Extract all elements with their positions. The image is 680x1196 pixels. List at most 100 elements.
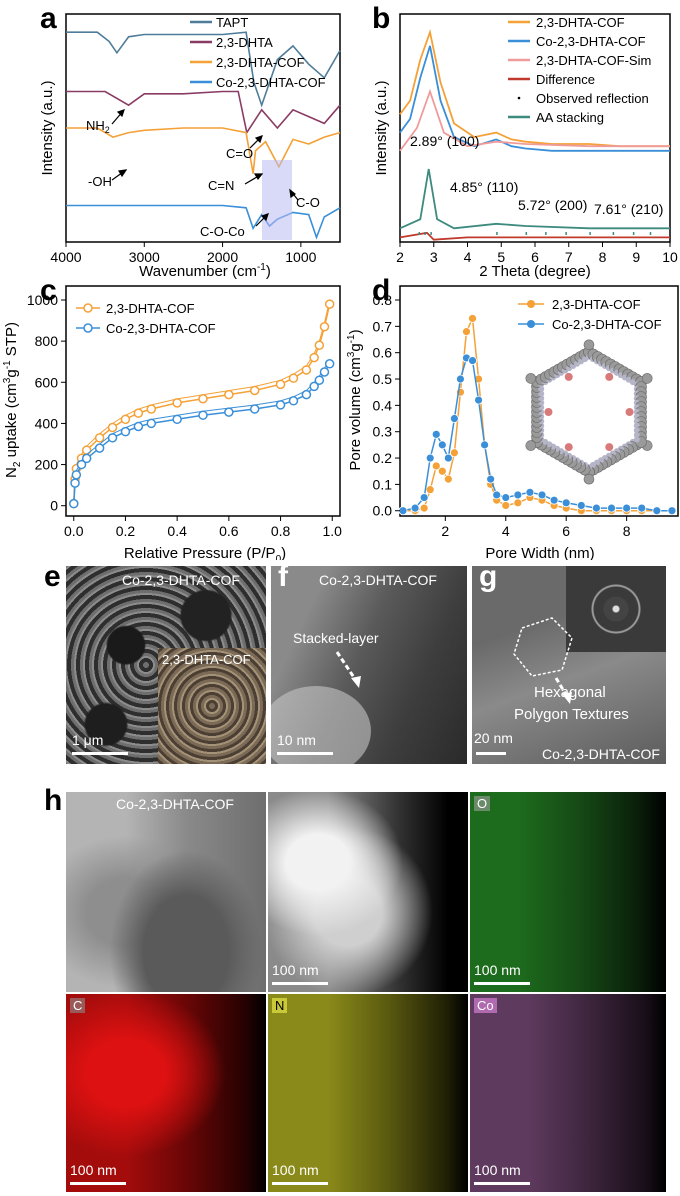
psd-point xyxy=(431,429,441,439)
eds-co-scale-bar xyxy=(474,1182,530,1185)
psd-point xyxy=(468,356,477,365)
cof-structure-inset xyxy=(525,339,653,485)
isotherm-legend-marker xyxy=(83,323,93,333)
isotherm-point xyxy=(314,375,325,385)
eds-n-scale-label: 100 nm xyxy=(272,1162,319,1178)
pxrd-xtick-label: 3 xyxy=(430,249,438,265)
pxrd-reflection-tick xyxy=(649,232,652,235)
eds-map-co: Co 100 nm xyxy=(470,994,666,1192)
isotherm-xlabel: Relative Pressure (P/P0) xyxy=(124,545,286,560)
sem-scale-label: 1 μm xyxy=(72,732,104,748)
tem-note: Stacked-layer xyxy=(293,630,379,646)
psd-ytick-label: 0.7 xyxy=(373,318,393,334)
isotherm-point xyxy=(120,426,131,437)
panel-f-letter: f xyxy=(278,560,288,593)
haadf-scale-label: 100 nm xyxy=(272,962,319,978)
psd-xtick-label: 2 xyxy=(441,523,449,539)
psd-point xyxy=(462,327,471,337)
psd-point xyxy=(468,314,477,323)
ftir-ann-c-o: C-O xyxy=(296,195,320,210)
pxrd-legend: 2,3-DHTA-COF Co-2,3-DHTA-COF 2,3-DHTA-COF-… xyxy=(508,15,651,125)
isotherm-point xyxy=(314,340,325,351)
psd-point xyxy=(410,503,420,513)
eds-n-scale-bar xyxy=(272,1182,328,1185)
isotherm-ytick-label: 400 xyxy=(35,415,59,431)
sem-inset-image xyxy=(158,648,266,764)
ftir-lines xyxy=(66,31,341,240)
isotherm-point xyxy=(133,408,144,418)
pxrd-legend-label: Difference xyxy=(536,72,595,87)
isotherm-legend-label: Co-2,3-DHTA-COF xyxy=(106,321,216,336)
eds-c-scale-label: 100 nm xyxy=(70,1162,117,1178)
psd-xtick-label: 8 xyxy=(623,523,631,539)
psd-point xyxy=(456,374,465,384)
panel-b-letter: b xyxy=(372,2,390,35)
pxrd-lines xyxy=(399,28,670,241)
isotherm-point xyxy=(94,443,105,453)
psd-point xyxy=(607,503,616,513)
pxrd-xtick-label: 6 xyxy=(531,249,539,265)
isotherm-point xyxy=(81,445,92,455)
ftir-ann-cn: C=N xyxy=(208,178,234,193)
psd-ytick-label: 0.5 xyxy=(373,371,393,387)
isotherm-point xyxy=(71,470,82,480)
pxrd-xtick-label: 4 xyxy=(464,249,472,265)
psd-line-2 xyxy=(402,356,672,512)
isotherm-point xyxy=(107,433,118,443)
isotherm-ytick-label: 0 xyxy=(50,498,58,514)
structure-oxygen-atom xyxy=(605,443,614,452)
psd-point xyxy=(501,501,511,510)
psd-point xyxy=(486,474,496,484)
isotherm-point xyxy=(324,359,335,369)
isotherm-xtick-label: 1.0 xyxy=(323,523,343,539)
ftir-xtick-label: 2000 xyxy=(207,249,238,265)
isotherm-point xyxy=(324,299,335,309)
isotherm-chart: 0.0 0.2 0.4 0.6 0.8 1.0 0 200 400 600 800 1000 N2 u… xyxy=(2,285,343,560)
psd-frame xyxy=(399,285,679,517)
psd-point xyxy=(437,466,447,476)
isotherm-xtick-label: 0.0 xyxy=(64,523,84,539)
ftir-arrows xyxy=(111,109,299,227)
hrtem-panel-g: Hexagonal Polygon Textures 20 nm Co-2,3-… xyxy=(472,566,666,764)
pxrd-legend-label: AA stacking xyxy=(536,110,604,125)
psd-point xyxy=(513,498,523,508)
structure-oxygen-atom xyxy=(625,408,634,416)
tem-title: Co-2,3-DHTA-COF xyxy=(319,572,437,588)
isotherm-point xyxy=(81,453,92,464)
isotherm-point xyxy=(301,389,312,400)
pxrd-line-4 xyxy=(399,168,670,230)
psd-point xyxy=(480,440,490,450)
hrtem-overlay xyxy=(513,617,573,704)
pxrd-line-1 xyxy=(399,28,670,148)
ftir-line-4 xyxy=(66,204,341,240)
psd-point xyxy=(501,493,511,502)
pxrd-xlabel: 2 Theta (degree) xyxy=(479,263,590,280)
psd-ytick-label: 0.1 xyxy=(373,476,393,492)
pxrd-reflection-tick xyxy=(418,232,421,235)
eds-co-label: Co xyxy=(474,998,497,1013)
panel-h-letter: h xyxy=(44,784,63,817)
isotherm-legend: 2,3-DHTA-COF Co-2,3-DHTA-COF xyxy=(76,301,216,336)
pxrd-xtick-label: 5 xyxy=(497,249,505,265)
sem-title: Co-2,3-DHTA-COF xyxy=(122,572,240,588)
pxrd-reflection-tick xyxy=(496,232,498,235)
psd-point xyxy=(398,506,408,516)
pxrd-reflection-tick xyxy=(589,232,591,235)
panel-c-letter: c xyxy=(40,274,57,307)
tem-arrow xyxy=(335,651,361,688)
pxrd-ticks: 2 3 4 5 6 7 8 9 10 xyxy=(396,242,678,265)
psd-ylabel: Pore volume (cm3g-1) xyxy=(346,329,364,470)
ftir-line-3 xyxy=(66,127,341,174)
hrtem-note-2: Polygon Textures xyxy=(514,706,629,723)
isotherm-point xyxy=(288,396,299,406)
psd-point xyxy=(425,485,435,495)
psd-point xyxy=(652,506,662,516)
isotherm-point xyxy=(172,414,182,425)
psd-ytick-label: 0.3 xyxy=(373,424,393,440)
structure-atom-inner xyxy=(633,432,640,438)
ftir-xtick-label: 1000 xyxy=(285,249,316,265)
isotherm-point xyxy=(301,365,312,375)
ftir-legend-label: 2,3-DHTA xyxy=(216,35,273,50)
psd-point xyxy=(419,493,429,502)
pxrd-chart: 2 3 4 5 6 7 8 9 10 Intensity (a.u.) 2 Theta (deg… xyxy=(373,13,678,280)
